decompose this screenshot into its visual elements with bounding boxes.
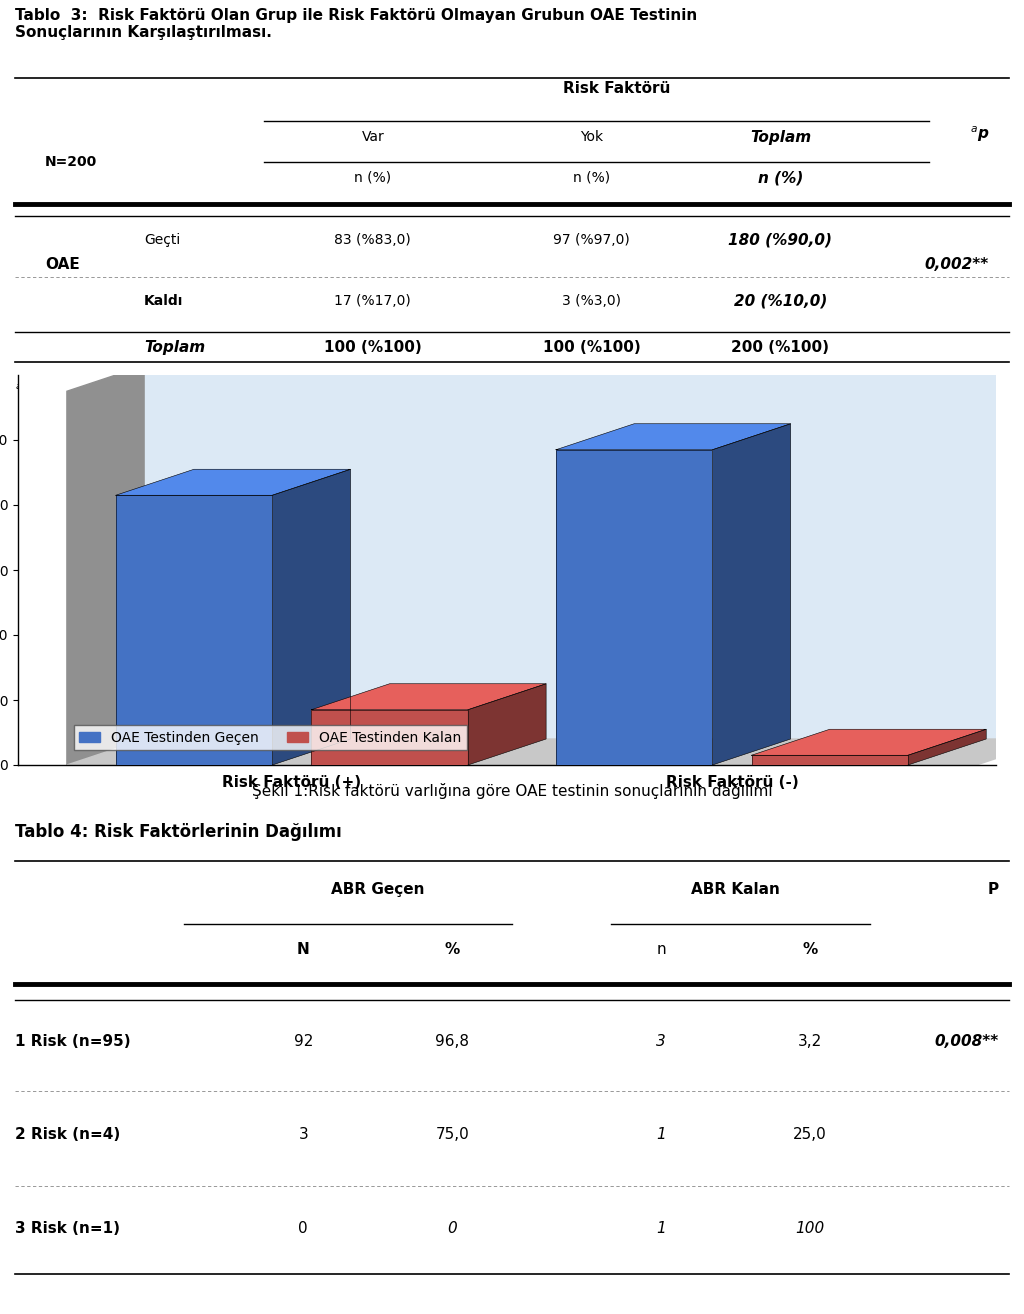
Text: 3: 3: [656, 1034, 666, 1050]
Text: Geçti: Geçti: [144, 234, 180, 247]
Text: %: %: [803, 942, 818, 957]
Text: **p<0,01: **p<0,01: [383, 382, 444, 396]
Polygon shape: [752, 756, 908, 765]
Text: 1 Risk (n=95): 1 Risk (n=95): [15, 1034, 131, 1050]
Text: Risk Faktörü: Risk Faktörü: [562, 80, 670, 96]
Text: N=200: N=200: [45, 155, 97, 170]
Polygon shape: [145, 365, 1024, 738]
Polygon shape: [67, 738, 1024, 765]
Text: 3,2: 3,2: [798, 1034, 822, 1050]
Text: Var: Var: [361, 130, 384, 145]
Text: Kaldı: Kaldı: [144, 294, 183, 309]
Polygon shape: [311, 710, 468, 765]
Text: 96,8: 96,8: [435, 1034, 469, 1050]
Polygon shape: [272, 469, 350, 765]
Text: 25,0: 25,0: [794, 1127, 827, 1142]
Text: Tablo  3:  Risk Faktörü Olan Grup ile Risk Faktörü Olmayan Grubun OAE Testinin
S: Tablo 3: Risk Faktörü Olan Grup ile Risk…: [15, 8, 697, 41]
Text: %: %: [444, 942, 460, 957]
Text: 83 (%83,0): 83 (%83,0): [335, 234, 412, 247]
Text: 100 (%100): 100 (%100): [543, 340, 640, 355]
Text: 0: 0: [298, 1222, 308, 1236]
Text: 1: 1: [656, 1222, 666, 1236]
Polygon shape: [556, 423, 791, 449]
Text: P: P: [988, 882, 999, 896]
Text: OAE: OAE: [45, 258, 80, 272]
Text: 1: 1: [656, 1127, 666, 1142]
Polygon shape: [752, 729, 986, 756]
Text: n: n: [656, 942, 666, 957]
Polygon shape: [67, 365, 145, 765]
Polygon shape: [311, 683, 546, 710]
Polygon shape: [908, 729, 986, 765]
Text: n (%): n (%): [573, 171, 610, 185]
Text: 3 (%3,0): 3 (%3,0): [562, 294, 621, 309]
Text: 17 (%17,0): 17 (%17,0): [335, 294, 412, 309]
Text: n (%): n (%): [758, 171, 803, 185]
Text: 0: 0: [447, 1222, 458, 1236]
Text: 97 (%97,0): 97 (%97,0): [553, 234, 630, 247]
Text: 200 (%100): 200 (%100): [731, 340, 829, 355]
Polygon shape: [116, 469, 350, 495]
Text: n (%): n (%): [354, 171, 391, 185]
Text: 0,008**: 0,008**: [935, 1034, 999, 1050]
Text: 2 Risk (n=4): 2 Risk (n=4): [15, 1127, 120, 1142]
Text: 75,0: 75,0: [435, 1127, 469, 1142]
Legend: OAE Testinden Geçen, OAE Testinden Kalan: OAE Testinden Geçen, OAE Testinden Kalan: [74, 725, 467, 750]
Text: N: N: [297, 942, 309, 957]
Text: 3 Risk (n=1): 3 Risk (n=1): [15, 1222, 120, 1236]
Text: 20 (%10,0): 20 (%10,0): [733, 294, 827, 309]
Polygon shape: [556, 449, 713, 765]
Text: 180 (%90,0): 180 (%90,0): [728, 233, 833, 248]
Text: $^{a}$p: $^{a}$p: [970, 125, 989, 145]
Text: ABR Kalan: ABR Kalan: [691, 882, 780, 896]
Text: 100 (%100): 100 (%100): [324, 340, 422, 355]
Text: $^{a}$Yates Continuity Correction Test: $^{a}$Yates Continuity Correction Test: [15, 382, 239, 399]
Text: Şekil 1:Risk faktörü varlığına göre OAE testinin sonuçlarının dağılımı: Şekil 1:Risk faktörü varlığına göre OAE …: [252, 783, 772, 799]
Text: 92: 92: [294, 1034, 313, 1050]
Text: Toplam: Toplam: [750, 130, 811, 145]
Text: Tablo 4: Risk Faktörlerinin Dağılımı: Tablo 4: Risk Faktörlerinin Dağılımı: [15, 823, 342, 841]
Polygon shape: [116, 495, 272, 765]
Text: 0,002**: 0,002**: [925, 258, 989, 272]
Polygon shape: [713, 423, 791, 765]
Text: 3: 3: [298, 1127, 308, 1142]
Text: 100: 100: [796, 1222, 824, 1236]
Text: ABR Geçen: ABR Geçen: [331, 882, 425, 896]
Polygon shape: [468, 683, 546, 765]
Text: Toplam: Toplam: [144, 340, 206, 355]
Text: Yok: Yok: [580, 130, 603, 145]
